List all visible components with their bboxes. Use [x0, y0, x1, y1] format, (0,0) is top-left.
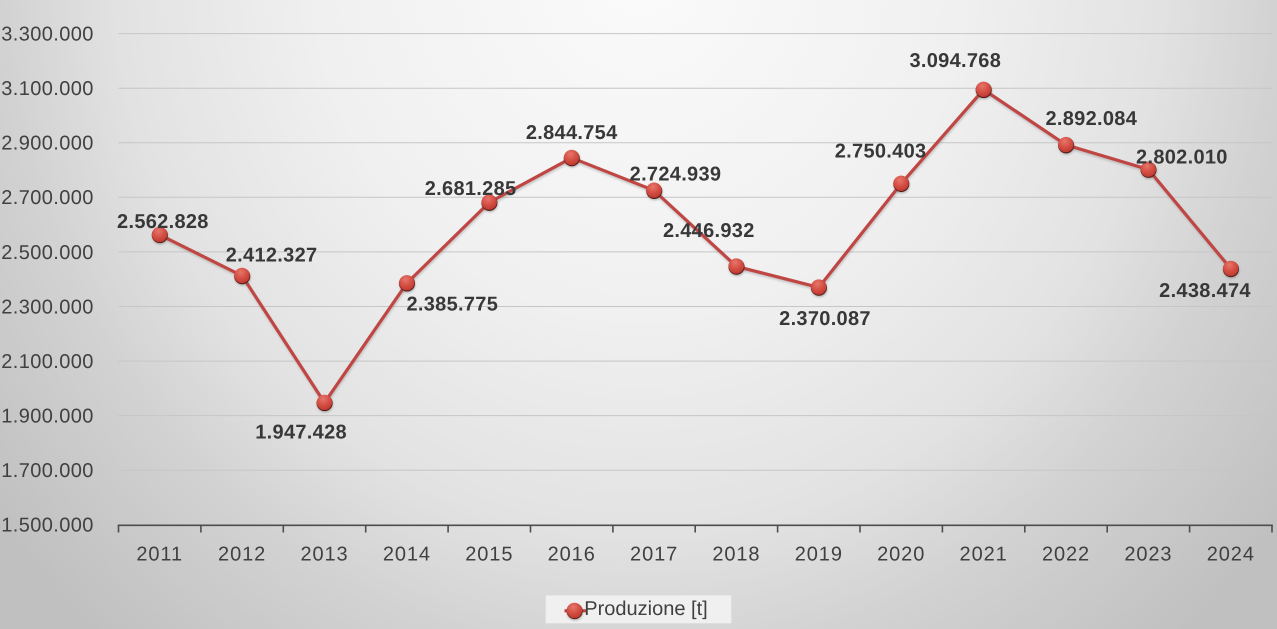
- svg-text:2.750.403: 2.750.403: [835, 141, 927, 163]
- svg-text:2015: 2015: [465, 544, 513, 566]
- svg-text:2012: 2012: [218, 544, 266, 566]
- svg-text:2024: 2024: [1207, 544, 1255, 566]
- svg-text:2.681.285: 2.681.285: [425, 178, 517, 200]
- svg-text:2.300.000: 2.300.000: [1, 296, 94, 318]
- svg-text:2013: 2013: [300, 544, 348, 566]
- svg-text:2.900.000: 2.900.000: [1, 133, 94, 155]
- svg-text:2.700.000: 2.700.000: [1, 187, 94, 209]
- svg-text:1.500.000: 1.500.000: [1, 515, 94, 537]
- svg-text:2011: 2011: [136, 544, 183, 566]
- svg-text:2.412.327: 2.412.327: [226, 245, 318, 267]
- svg-text:2021: 2021: [960, 544, 1008, 566]
- svg-text:2.370.087: 2.370.087: [779, 308, 871, 330]
- svg-text:1.947.428: 1.947.428: [255, 422, 347, 444]
- svg-text:2.844.754: 2.844.754: [526, 122, 618, 144]
- svg-text:1.900.000: 1.900.000: [1, 406, 94, 428]
- svg-text:2.446.932: 2.446.932: [663, 220, 755, 242]
- svg-text:1.700.000: 1.700.000: [1, 460, 94, 482]
- svg-text:2014: 2014: [383, 544, 431, 566]
- svg-text:2.385.775: 2.385.775: [406, 294, 498, 316]
- svg-text:2.438.474: 2.438.474: [1159, 280, 1251, 302]
- svg-text:3.100.000: 3.100.000: [1, 78, 94, 100]
- svg-text:2.802.010: 2.802.010: [1136, 147, 1228, 169]
- svg-text:3.094.768: 3.094.768: [909, 50, 1001, 72]
- svg-text:3.300.000: 3.300.000: [1, 24, 94, 46]
- svg-text:2.892.084: 2.892.084: [1045, 108, 1137, 130]
- svg-text:2.500.000: 2.500.000: [1, 242, 94, 264]
- svg-text:2.724.939: 2.724.939: [630, 163, 722, 185]
- svg-text:2022: 2022: [1042, 544, 1090, 566]
- svg-text:2016: 2016: [548, 544, 596, 566]
- svg-text:2018: 2018: [712, 544, 760, 566]
- svg-text:2.100.000: 2.100.000: [1, 351, 94, 373]
- svg-text:2017: 2017: [630, 544, 678, 566]
- svg-text:2019: 2019: [795, 544, 843, 566]
- svg-text:Produzione [t]: Produzione [t]: [584, 598, 707, 620]
- svg-text:2023: 2023: [1124, 544, 1172, 566]
- svg-text:2.562.828: 2.562.828: [117, 211, 209, 233]
- svg-text:2020: 2020: [877, 544, 925, 566]
